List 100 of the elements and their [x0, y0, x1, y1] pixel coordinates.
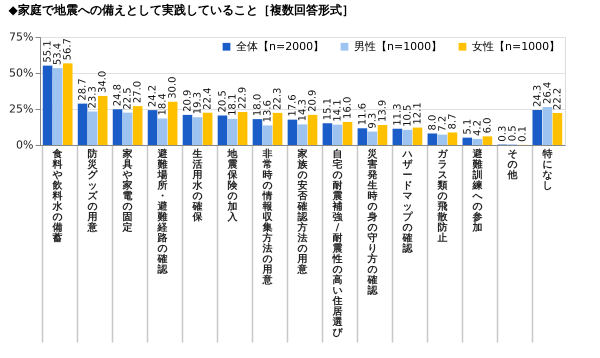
bar	[218, 115, 228, 145]
x-tick-label: 防災グッズの用意	[86, 148, 99, 234]
data-label: 20.9	[182, 90, 194, 112]
data-label: 10.5	[402, 104, 414, 127]
category-label: 自宅の耐震補強/耐震性の高い住居選び	[332, 149, 342, 338]
data-label: 12.1	[412, 102, 424, 125]
data-label: 9.3	[367, 112, 378, 129]
bar	[78, 104, 88, 145]
bar	[448, 132, 458, 145]
data-label: 19.3	[192, 92, 204, 114]
y-tick-label: 25%	[9, 102, 34, 116]
bar	[112, 109, 122, 145]
data-label: 11.6	[357, 103, 368, 126]
bar	[342, 122, 352, 145]
category-label: 非常時の情報収集方法の用意	[262, 149, 273, 286]
bar	[428, 133, 438, 145]
bar	[88, 111, 98, 145]
x-tick-label: 避難訓練への参加	[471, 148, 484, 234]
data-label: 24.3	[532, 84, 544, 108]
category-label: 食料や飲料水の備蓄	[52, 149, 63, 244]
data-label: 11.3	[392, 103, 404, 126]
bar	[402, 130, 412, 145]
data-label: 8.7	[447, 114, 458, 130]
bar	[52, 68, 62, 145]
x-tick-label: 家具や家電の固定	[122, 148, 133, 234]
data-label: 55.1	[42, 40, 54, 63]
data-label: 15.1	[322, 98, 334, 120]
bar	[438, 134, 448, 145]
bar	[472, 138, 482, 145]
data-label: 23.3	[88, 86, 99, 108]
data-label: 17.6	[287, 94, 298, 117]
bar	[462, 138, 472, 145]
data-label: 22.4	[202, 87, 214, 110]
y-tick-label: 75%	[9, 30, 34, 44]
data-label: 13.6	[262, 100, 274, 122]
bar	[158, 118, 168, 145]
data-label: 20.9	[308, 90, 319, 112]
bar	[308, 114, 318, 145]
data-label: 14.3	[298, 99, 308, 122]
category-label: 家族の安否確認方法の用意	[298, 149, 308, 276]
bar	[192, 117, 202, 145]
data-label: 24.8	[112, 84, 124, 106]
bar	[322, 123, 332, 145]
data-label: 14.1	[332, 99, 344, 122]
bar	[62, 63, 73, 145]
data-label: 13.9	[378, 100, 389, 122]
bar	[358, 128, 368, 145]
data-label: 34.0	[98, 70, 109, 94]
x-tick-label: 生活用水の確保	[192, 148, 204, 223]
data-label: 24.2	[148, 84, 159, 108]
data-label: 28.7	[78, 78, 89, 101]
x-tick-label: 特になし	[541, 148, 552, 192]
data-label: 18.1	[228, 94, 239, 116]
bar	[42, 66, 52, 145]
y-tick-label: 50%	[9, 66, 34, 80]
category-label: ガラス類の飛散防止	[437, 149, 448, 244]
data-label: 26.4	[542, 82, 554, 104]
bar	[542, 106, 552, 145]
bar	[332, 124, 342, 145]
bar	[262, 125, 272, 145]
data-label: 0.5	[507, 125, 518, 142]
data-label: 18.0	[252, 94, 264, 116]
chart-title: ◆家庭で地震への備えとして実践していること［複数回答形式］	[8, 3, 354, 17]
bar	[182, 114, 192, 145]
data-label: 27.0	[132, 80, 144, 104]
data-label: 22.9	[238, 86, 249, 110]
data-label: 5.1	[462, 118, 474, 135]
legend-label: 全体【n=2000】	[236, 40, 324, 53]
bar	[252, 119, 262, 145]
bar	[228, 118, 238, 145]
data-label: 6.0	[482, 117, 494, 134]
category-label: 災害発生時の身の守り方の確認	[367, 149, 378, 296]
bar	[272, 112, 282, 145]
bar	[412, 128, 422, 145]
data-label: 53.4	[52, 42, 64, 66]
data-label: 7.2	[437, 116, 448, 132]
bar	[98, 96, 108, 145]
data-label: 22.3	[272, 88, 284, 110]
category-label: ハザードマップの確認	[402, 149, 412, 254]
data-label: 30.0	[168, 76, 179, 99]
bar	[482, 136, 492, 145]
data-label: 56.7	[62, 38, 74, 60]
bar	[392, 128, 402, 145]
x-tick-label: 地震保険の加入	[226, 148, 239, 223]
data-label: 16.0	[342, 96, 354, 119]
category-label: 避難場所・避難経路の確認	[158, 149, 168, 276]
bar	[298, 124, 308, 145]
legend-label: 女性【n=1000】	[472, 40, 560, 53]
data-label: 0.1	[517, 126, 528, 142]
bar	[202, 112, 212, 145]
data-label: 8.0	[427, 114, 438, 130]
data-label: 4.2	[472, 120, 484, 136]
bar	[238, 112, 248, 145]
x-tick-label: その他	[506, 149, 518, 181]
bar	[148, 110, 158, 145]
bar	[168, 102, 178, 145]
data-label: 0.3	[497, 126, 508, 142]
data-label: 20.5	[217, 90, 228, 112]
bar	[552, 113, 562, 145]
bar	[378, 124, 388, 145]
